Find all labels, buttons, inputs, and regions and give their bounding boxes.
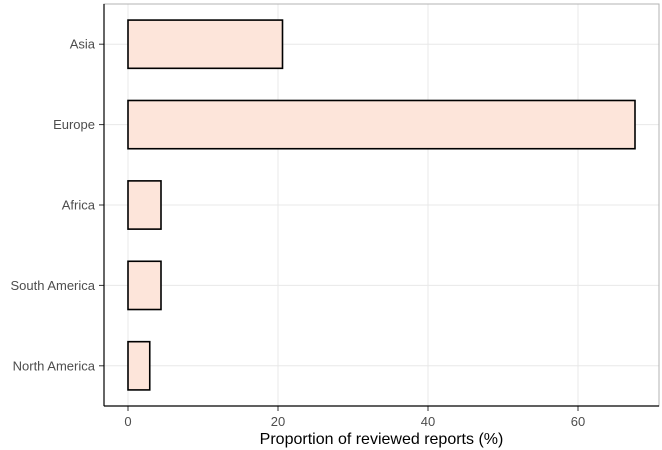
y-tick-label: Africa bbox=[62, 198, 96, 213]
bar-europe bbox=[127, 99, 636, 150]
bar-north-america bbox=[127, 340, 151, 391]
y-tick-label: Europe bbox=[53, 117, 95, 132]
bar-africa bbox=[127, 180, 162, 230]
bar-asia bbox=[127, 19, 284, 70]
y-tick-label: South America bbox=[10, 278, 95, 293]
x-axis-title: Proportion of reviewed reports (%) bbox=[260, 431, 504, 448]
y-tick-label: Asia bbox=[70, 37, 96, 52]
bars bbox=[127, 19, 636, 391]
axes: 0 20 40 60 Asia Europe Africa South America Nort… bbox=[10, 4, 659, 429]
bar-south-america bbox=[127, 260, 162, 311]
x-tick-label: 60 bbox=[571, 414, 585, 429]
y-tick-label: North America bbox=[13, 358, 96, 373]
x-tick-label: 0 bbox=[124, 414, 131, 429]
x-tick-label: 20 bbox=[271, 414, 285, 429]
x-tick-label: 40 bbox=[421, 414, 435, 429]
